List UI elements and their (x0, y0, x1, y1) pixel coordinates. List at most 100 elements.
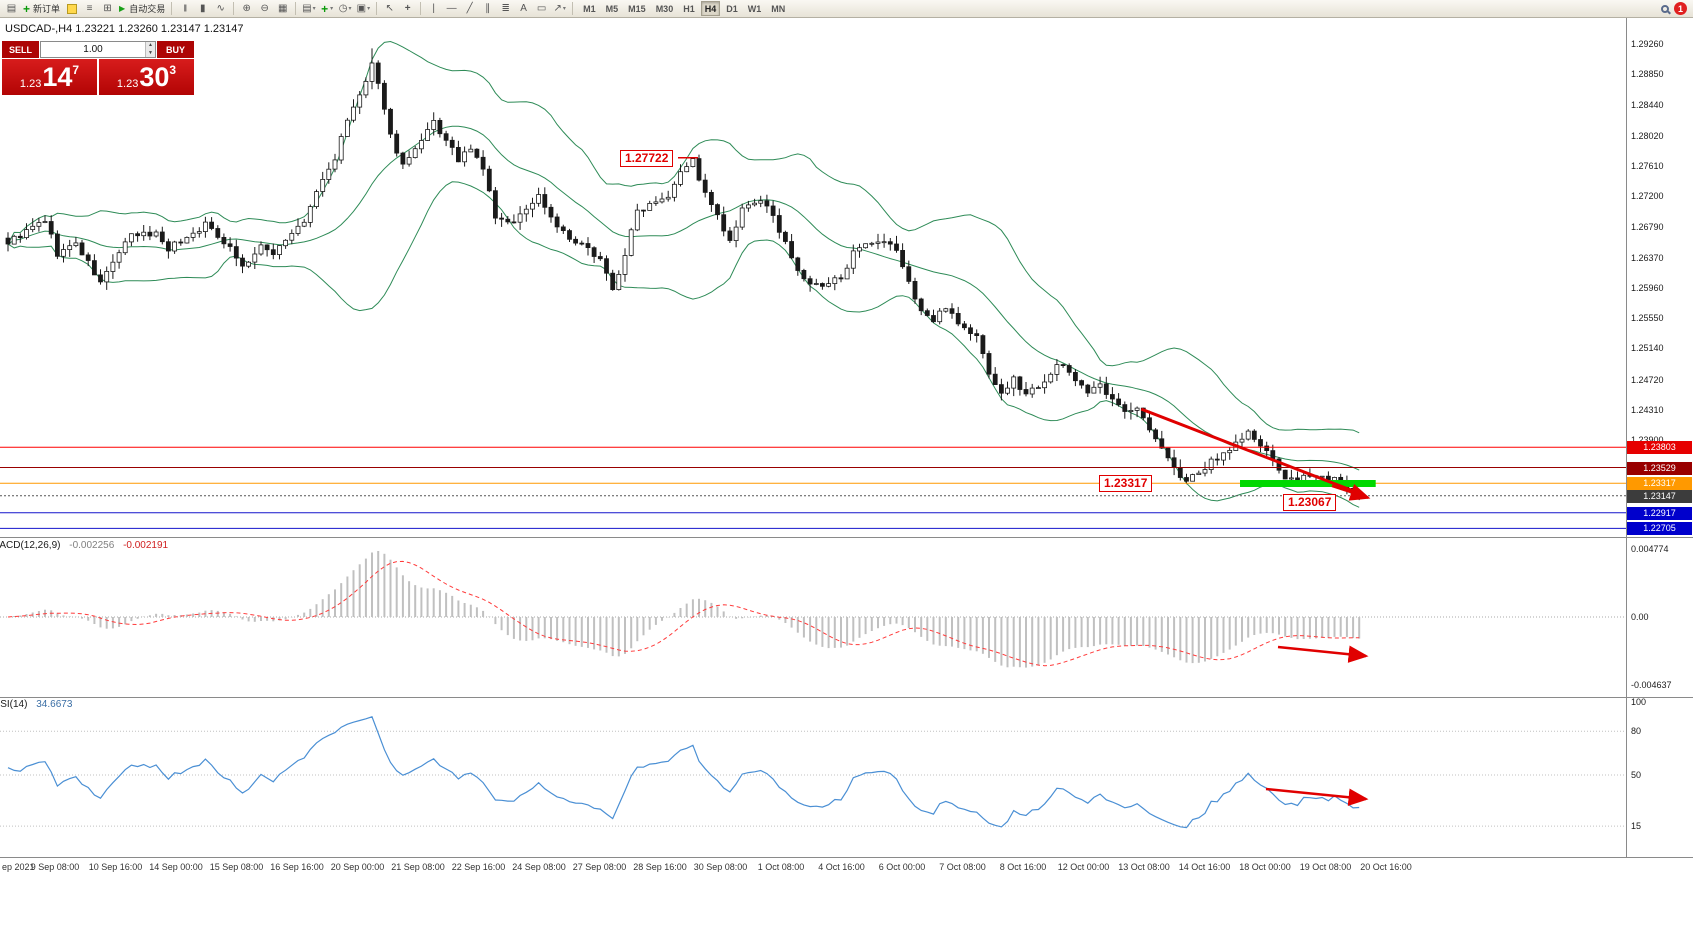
sell-price-prefix: 1.23 (19, 78, 42, 90)
buy-tab[interactable]: BUY (157, 41, 194, 58)
yellow-square-icon (66, 3, 77, 14)
time-axis-label: 13 Oct 08:00 (1118, 862, 1170, 872)
rsi-name: RSI(14) (0, 699, 28, 710)
chevron-down-icon: ▾ (348, 5, 352, 12)
horizontal-line-tool-icon[interactable]: — (446, 2, 457, 14)
macd-histogram (13, 551, 1361, 668)
arrows-tool-button[interactable]: ↗ ▾ (551, 1, 568, 17)
timeframe-button-MN[interactable]: MN (771, 4, 786, 14)
timeframe-button-H4[interactable]: H4 (700, 1, 721, 16)
time-axis-label: 4 Oct 16:00 (818, 862, 865, 872)
time-axis-label: 7 Oct 08:00 (939, 862, 986, 872)
time-axis-label: 22 Sep 16:00 (451, 862, 506, 872)
trendline-tool-icon[interactable]: ╱ (466, 2, 473, 14)
candlestick-chart-icon[interactable]: ▮ (199, 2, 206, 14)
sell-tab[interactable]: SELL (2, 41, 39, 58)
trendline[interactable] (1140, 407, 1364, 497)
notification-badge[interactable]: 1 (1674, 2, 1687, 15)
channel-tool-icon[interactable]: ∥ (485, 2, 491, 14)
rsi-line (7, 716, 1360, 829)
time-axis-label: 10 Sep 16:00 (88, 862, 143, 872)
bar-chart-icon[interactable]: ||| (183, 4, 186, 12)
volume-up-button[interactable]: ▲ (146, 42, 155, 50)
time-axis: ep 2021 9 Sep 08:00 10 Sep 16:00 14 Sep 00:… (0, 857, 1693, 881)
navigator-icon[interactable]: ⊞ (103, 2, 112, 14)
price-annotation-support[interactable]: 1.23317 (1099, 475, 1153, 493)
volume-input[interactable] (41, 42, 145, 57)
macd-name: MACD(12,26,9) (0, 540, 61, 551)
toolbar-separator (376, 2, 378, 15)
chart-list-icon: ▤ (302, 2, 312, 14)
vertical-line-tool-icon[interactable]: | (432, 2, 435, 14)
timeframe-button-W1[interactable]: W1 (747, 4, 762, 14)
buy-price-big: 30 (139, 62, 170, 92)
autotrading-label: 自动交易 (129, 3, 166, 14)
timeframe-button-M30[interactable]: M30 (655, 4, 674, 14)
buy-price-button[interactable]: 1.23 30 3 (99, 59, 194, 95)
fibonacci-tool-icon[interactable]: ≣ (501, 2, 510, 14)
magnifier-icon (1660, 4, 1669, 13)
time-axis-label: 12 Oct 00:00 (1057, 862, 1110, 872)
timeframe-button-M15[interactable]: M15 (628, 4, 646, 14)
macd-direction-arrow[interactable] (1277, 645, 1369, 663)
time-axis-label: 28 Sep 16:00 (633, 862, 687, 872)
crosshair-icon[interactable]: + (404, 2, 411, 14)
rsi-value: 34.6673 (36, 699, 73, 710)
toolbar-separator (171, 2, 173, 15)
chevron-down-icon: ▾ (367, 5, 371, 12)
periods-button[interactable]: ◷ ▾ (337, 1, 354, 17)
new-chart-icon[interactable]: ▤ (6, 2, 17, 14)
timeframe-button-M5[interactable]: M5 (605, 4, 619, 14)
rsi-direction-arrow[interactable] (1265, 787, 1369, 806)
templates-button[interactable]: ▣ ▾ (355, 1, 372, 17)
chart-list-button[interactable]: ▤ ▾ (300, 1, 317, 17)
price-direction-arrow[interactable] (1331, 483, 1371, 501)
timeframe-button-H1[interactable]: H1 (683, 4, 695, 14)
time-axis-label: ep 2021 (2, 862, 35, 872)
timeframe-toolbar: M1 M5 M15 M30 H1 H4 D1 W1 MN (579, 1, 789, 16)
time-axis-label: 14 Sep 00:00 (149, 862, 203, 872)
time-axis-label: 30 Sep 08:00 (693, 862, 748, 872)
search-icon[interactable] (1656, 1, 1673, 17)
tile-windows-icon[interactable]: ▦ (277, 2, 288, 14)
timeframe-button-D1[interactable]: D1 (726, 4, 738, 14)
time-axis-label: 18 Oct 00:00 (1239, 862, 1291, 872)
zoom-out-icon[interactable]: ⊖ (260, 2, 269, 14)
autotrading-button[interactable]: ▶ 自动交易 (117, 1, 167, 17)
sell-price-button[interactable]: 1.23 14 7 (2, 59, 97, 95)
text-tool-icon[interactable]: A (520, 2, 527, 14)
new-order-label: 新订单 (33, 3, 61, 14)
add-indicator-button[interactable]: + ▾ (319, 1, 336, 17)
plus-icon: + (23, 1, 31, 16)
buy-price-prefix: 1.23 (116, 78, 139, 90)
one-click-header-row: SELL ▲ ▼ BUY (2, 41, 194, 58)
rsi-indicator-label: RSI(14) 34.6673 (0, 699, 72, 710)
support-zone[interactable] (1240, 480, 1376, 487)
toolbar-separator (233, 2, 235, 15)
main-chart-panel (0, 40, 1626, 529)
text-label-tool-icon[interactable]: ▭ (536, 2, 547, 14)
timeframe-button-M1[interactable]: M1 (583, 4, 596, 14)
new-order-button[interactable]: + 新订单 (21, 1, 62, 17)
price-annotation-low[interactable]: 1.23067 (1283, 493, 1337, 511)
line-chart-icon[interactable]: ∿ (216, 2, 225, 14)
time-axis-label: 1 Oct 08:00 (757, 862, 805, 872)
time-axis-label: 20 Sep 00:00 (330, 862, 385, 872)
macd-signal-line (7, 560, 1360, 667)
volume-down-button[interactable]: ▼ (146, 49, 155, 57)
macd-value: -0.002256 (69, 540, 115, 551)
time-axis-label: 19 Oct 08:00 (1299, 862, 1352, 872)
market-watch-icon[interactable]: ≡ (86, 2, 93, 14)
toolbar-separator (295, 2, 297, 15)
price-annotation-high[interactable]: 1.27722 (620, 149, 674, 167)
metaeditor-icon[interactable] (63, 1, 80, 17)
chart-symbol-info: USDCAD-,H4 1.23221 1.23260 1.23147 1.231… (5, 23, 244, 35)
volume-stepper: ▲ ▼ (145, 42, 155, 57)
time-axis-label: 14 Oct 16:00 (1178, 862, 1231, 872)
zoom-in-icon[interactable]: ⊕ (242, 2, 251, 14)
cursor-icon[interactable]: ↖ (385, 2, 394, 14)
chevron-down-icon: ▾ (312, 5, 316, 12)
clock-icon: ◷ (338, 2, 348, 14)
